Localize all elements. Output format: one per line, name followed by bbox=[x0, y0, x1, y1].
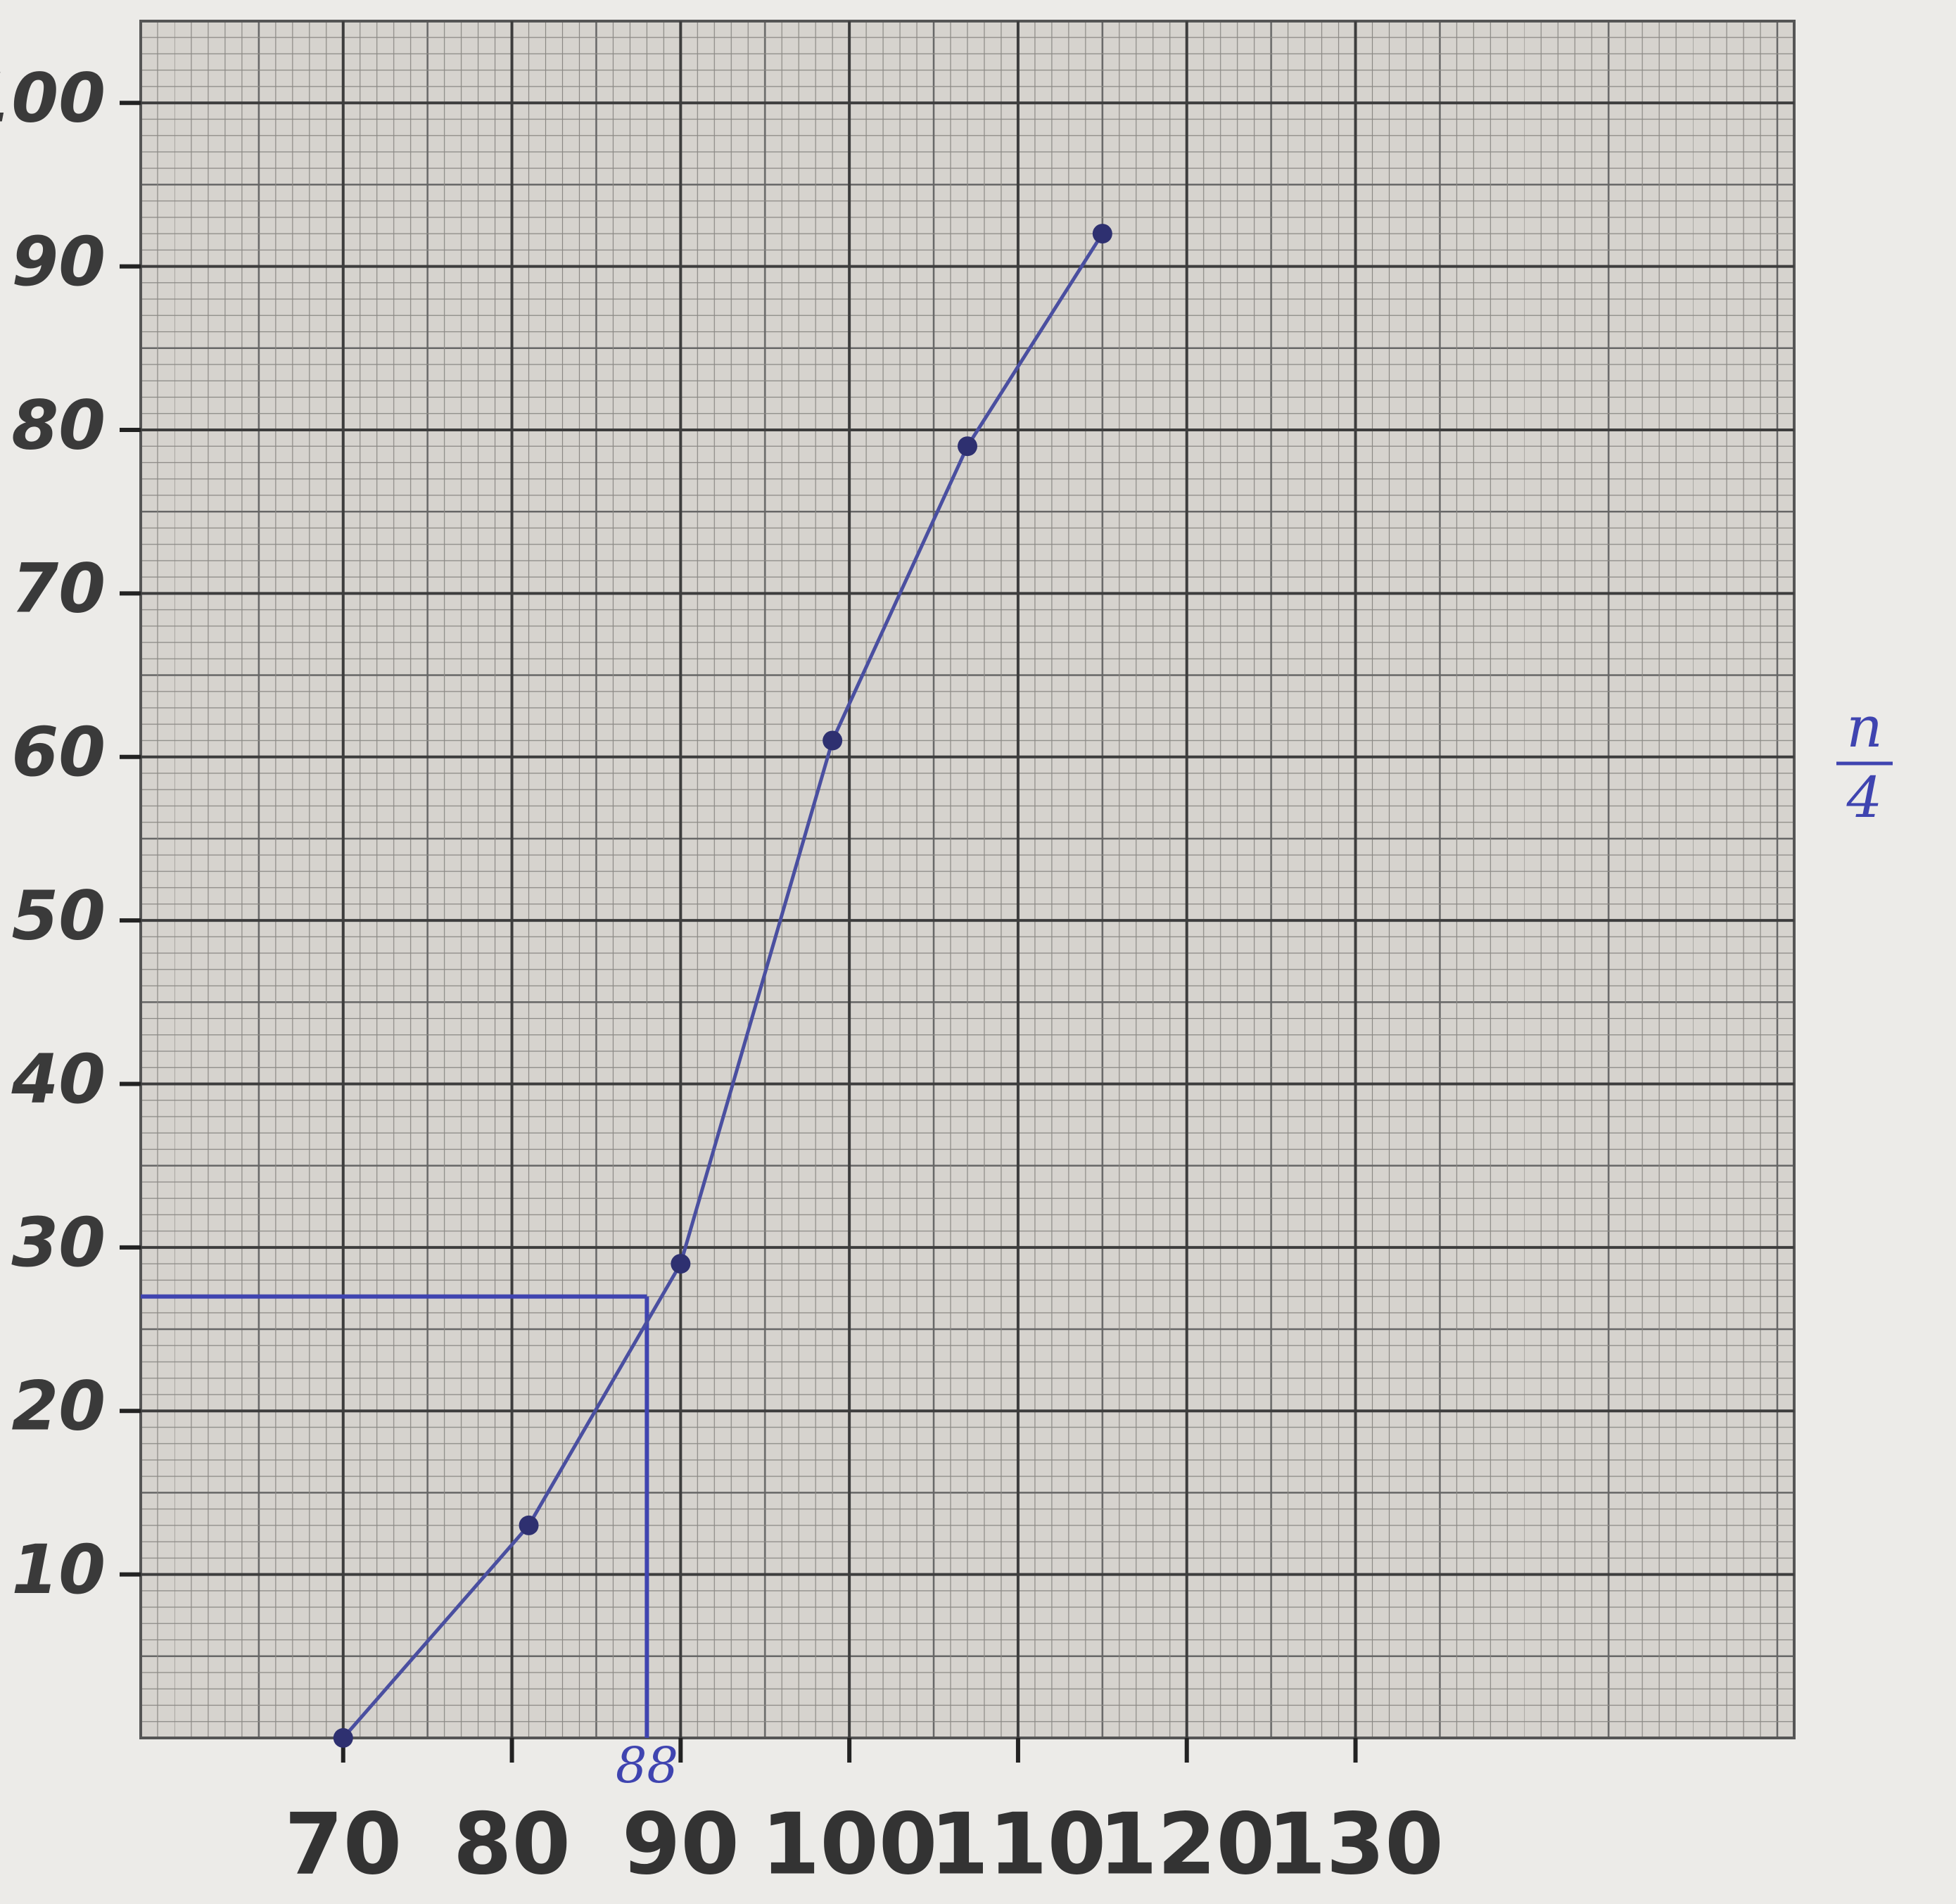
y-tick-label: 70 bbox=[11, 550, 106, 628]
y-tick-label: 90 bbox=[11, 222, 106, 301]
fraction-numerator: n bbox=[1846, 694, 1883, 760]
data-line bbox=[341, 232, 1104, 1739]
fraction-denominator: 4 bbox=[1846, 765, 1883, 830]
x-tick-label: 120 bbox=[1098, 1796, 1275, 1894]
x-tick-label: 70 bbox=[284, 1796, 402, 1894]
data-point bbox=[823, 730, 843, 751]
x-reading-annotation: 88 bbox=[616, 1737, 678, 1794]
data-point bbox=[671, 1254, 691, 1274]
y-tick-label: 20 bbox=[11, 1367, 106, 1446]
x-tick-label: 130 bbox=[1267, 1796, 1444, 1894]
plot-border bbox=[139, 20, 1796, 1739]
minor-grid bbox=[141, 21, 1794, 1738]
data-point bbox=[333, 1728, 353, 1748]
y-tick-label: 50 bbox=[11, 876, 106, 955]
data-point bbox=[958, 436, 977, 457]
y-tick-label: 60 bbox=[11, 713, 106, 792]
x-tick-label: 100 bbox=[761, 1796, 938, 1894]
x-tick-label: 90 bbox=[622, 1796, 739, 1894]
data-point bbox=[1092, 224, 1112, 244]
y-tick-label: 100 bbox=[0, 59, 106, 138]
x-tick-label: 110 bbox=[930, 1796, 1107, 1894]
y-tick-label: 10 bbox=[11, 1530, 106, 1609]
x-tick-label: 80 bbox=[453, 1796, 571, 1894]
y-tick-label: 30 bbox=[11, 1203, 106, 1282]
data-point bbox=[519, 1515, 539, 1535]
y-tick-label: 40 bbox=[11, 1040, 106, 1119]
y-tick-label: 80 bbox=[11, 386, 106, 464]
